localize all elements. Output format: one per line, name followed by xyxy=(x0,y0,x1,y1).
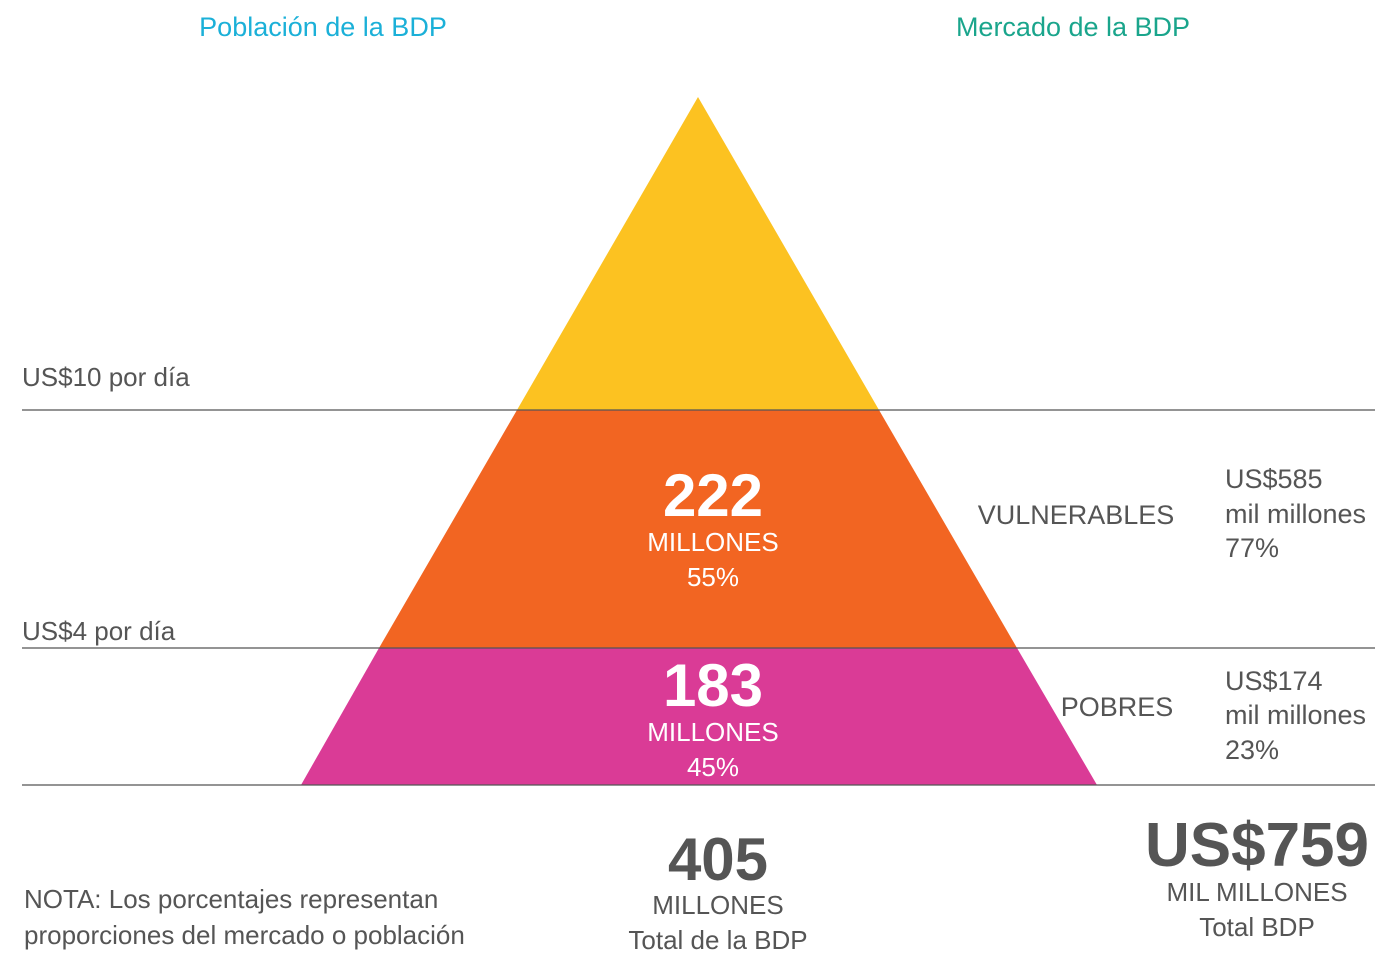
market-value: US$174 xyxy=(1225,666,1323,696)
total-number: US$759 xyxy=(1145,811,1369,880)
segment-number: 222 xyxy=(663,462,763,529)
segment-number: 183 xyxy=(663,652,763,719)
poor-segment xyxy=(301,648,1097,785)
segment-label: POBRES xyxy=(1061,692,1174,722)
segment-unit: MILLONES xyxy=(647,527,779,557)
market-value: 77% xyxy=(1225,533,1279,563)
total-number: 405 xyxy=(668,826,768,893)
threshold-label: US$10 por día xyxy=(22,362,190,392)
top-segment xyxy=(517,97,879,410)
market-value: mil millones xyxy=(1225,700,1366,730)
total-unit: MIL MILLONES xyxy=(1166,877,1347,907)
segment-share: 55% xyxy=(687,562,739,592)
market-value: mil millones xyxy=(1225,499,1366,529)
threshold-label: US$4 por día xyxy=(22,616,176,646)
market-value: US$585 xyxy=(1225,464,1323,494)
segment-label: VULNERABLES xyxy=(978,500,1175,530)
total-label: Total BDP xyxy=(1199,912,1315,942)
segment-share: 45% xyxy=(687,752,739,782)
note: NOTA: Los porcentajes representan xyxy=(24,884,438,914)
market-value: 23% xyxy=(1225,735,1279,765)
note: proporciones del mercado o población xyxy=(24,920,465,950)
segment-unit: MILLONES xyxy=(647,717,779,747)
header: Población de la BDP xyxy=(199,12,447,42)
vulnerable-segment xyxy=(379,410,1017,648)
total-unit: MILLONES xyxy=(652,890,784,920)
total-label: Total de la BDP xyxy=(628,925,807,955)
header: Mercado de la BDP xyxy=(956,12,1190,42)
